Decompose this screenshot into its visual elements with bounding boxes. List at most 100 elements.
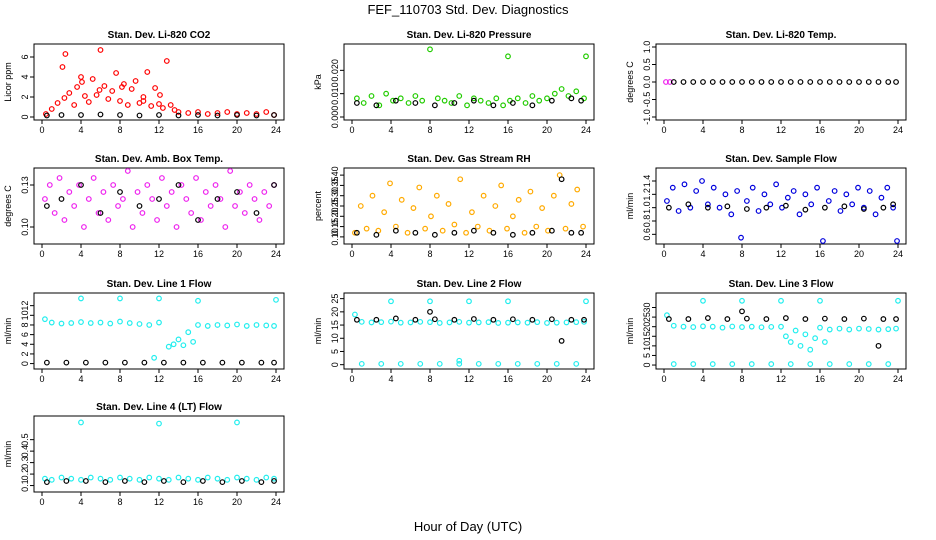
y-tick-label: 0.3: [20, 456, 30, 469]
y-tick-label: 0: [330, 362, 340, 367]
data-point: [768, 361, 775, 367]
x-tick-label: 16: [503, 374, 513, 384]
data-point: [831, 188, 838, 194]
data-point: [62, 51, 69, 57]
data-point: [709, 323, 716, 330]
data-point: [156, 295, 162, 302]
data-point: [258, 359, 265, 366]
data-point: [253, 476, 260, 483]
x-tick-label: 0: [39, 374, 44, 384]
data-point: [175, 112, 182, 119]
data-point: [412, 229, 419, 236]
data-point: [195, 109, 201, 115]
x-tick-label: 8: [117, 125, 122, 135]
data-point: [470, 227, 477, 234]
data-point: [120, 196, 126, 202]
data-point: [433, 192, 440, 199]
data-point: [514, 319, 521, 326]
data-point: [390, 97, 396, 104]
data-point: [680, 79, 687, 85]
data-point: [109, 88, 116, 94]
data-point: [352, 229, 358, 236]
data-point: [214, 322, 221, 328]
plot-frame: [33, 43, 285, 121]
x-tick-label: 0: [661, 374, 666, 384]
data-point: [263, 322, 270, 329]
y-tick-label: 1.0: [642, 41, 652, 54]
data-point: [263, 474, 270, 481]
data-point: [456, 318, 463, 325]
data-point: [878, 194, 885, 201]
x-tick-label: 8: [117, 374, 122, 384]
data-point: [748, 79, 755, 85]
data-point: [198, 217, 204, 223]
data-point: [81, 224, 87, 230]
y-tick-label: 0.6: [642, 228, 652, 241]
data-point: [353, 95, 360, 102]
x-tick-label: 0: [39, 249, 44, 259]
data-point: [529, 102, 536, 109]
data-point: [743, 206, 750, 212]
y-tick-label: 0.25: [330, 197, 340, 215]
data-point: [456, 357, 463, 364]
y-axis-label: ml/min: [313, 318, 323, 345]
x-tick-label: 20: [854, 249, 864, 259]
y-tick-label: 20: [642, 322, 652, 332]
data-point: [669, 184, 676, 191]
data-point: [855, 184, 861, 191]
data-point: [78, 419, 84, 426]
data-point: [843, 191, 850, 198]
data-point: [180, 342, 187, 349]
y-tick-label: 25: [330, 294, 340, 304]
data-point: [573, 319, 580, 326]
x-tick-label: 8: [427, 249, 432, 259]
data-point: [514, 95, 521, 102]
data-point: [568, 201, 575, 207]
data-point: [117, 318, 123, 325]
data-point: [729, 79, 736, 85]
data-point: [856, 325, 862, 332]
data-point: [81, 93, 88, 99]
data-point: [856, 79, 862, 85]
data-point: [71, 102, 78, 108]
data-point: [665, 204, 672, 211]
data-point: [464, 102, 470, 109]
data-point: [739, 79, 745, 85]
data-point: [434, 95, 441, 102]
data-point: [214, 112, 221, 119]
data-point: [836, 79, 843, 85]
y-tick-label: 12: [20, 301, 30, 311]
data-point: [826, 79, 833, 85]
x-tick-label: 0: [39, 125, 44, 135]
y-tick-label: 5: [330, 349, 340, 354]
data-point: [144, 69, 151, 75]
y-tick-label: 30: [642, 302, 652, 312]
data-point: [427, 308, 433, 315]
x-tick-label: 4: [78, 374, 83, 384]
data-point: [234, 474, 240, 481]
data-point: [568, 229, 575, 236]
data-point: [219, 479, 226, 486]
data-point: [78, 295, 84, 302]
data-point: [704, 201, 711, 208]
data-point: [509, 213, 516, 220]
data-point: [709, 79, 716, 85]
data-point: [129, 224, 136, 230]
data-point: [885, 79, 892, 85]
data-point: [119, 84, 125, 90]
data-point: [544, 95, 550, 102]
data-point: [743, 198, 750, 204]
data-point: [893, 325, 899, 332]
x-tick-label: 4: [78, 125, 83, 135]
data-point: [368, 93, 375, 99]
data-point: [117, 474, 123, 481]
data-point: [475, 319, 482, 326]
x-tick-label: 24: [581, 249, 591, 259]
y-tick-label: 5: [642, 353, 652, 358]
data-point: [441, 97, 448, 104]
y-tick-label: 4: [20, 74, 30, 79]
data-point: [755, 208, 762, 214]
data-point: [685, 316, 692, 322]
